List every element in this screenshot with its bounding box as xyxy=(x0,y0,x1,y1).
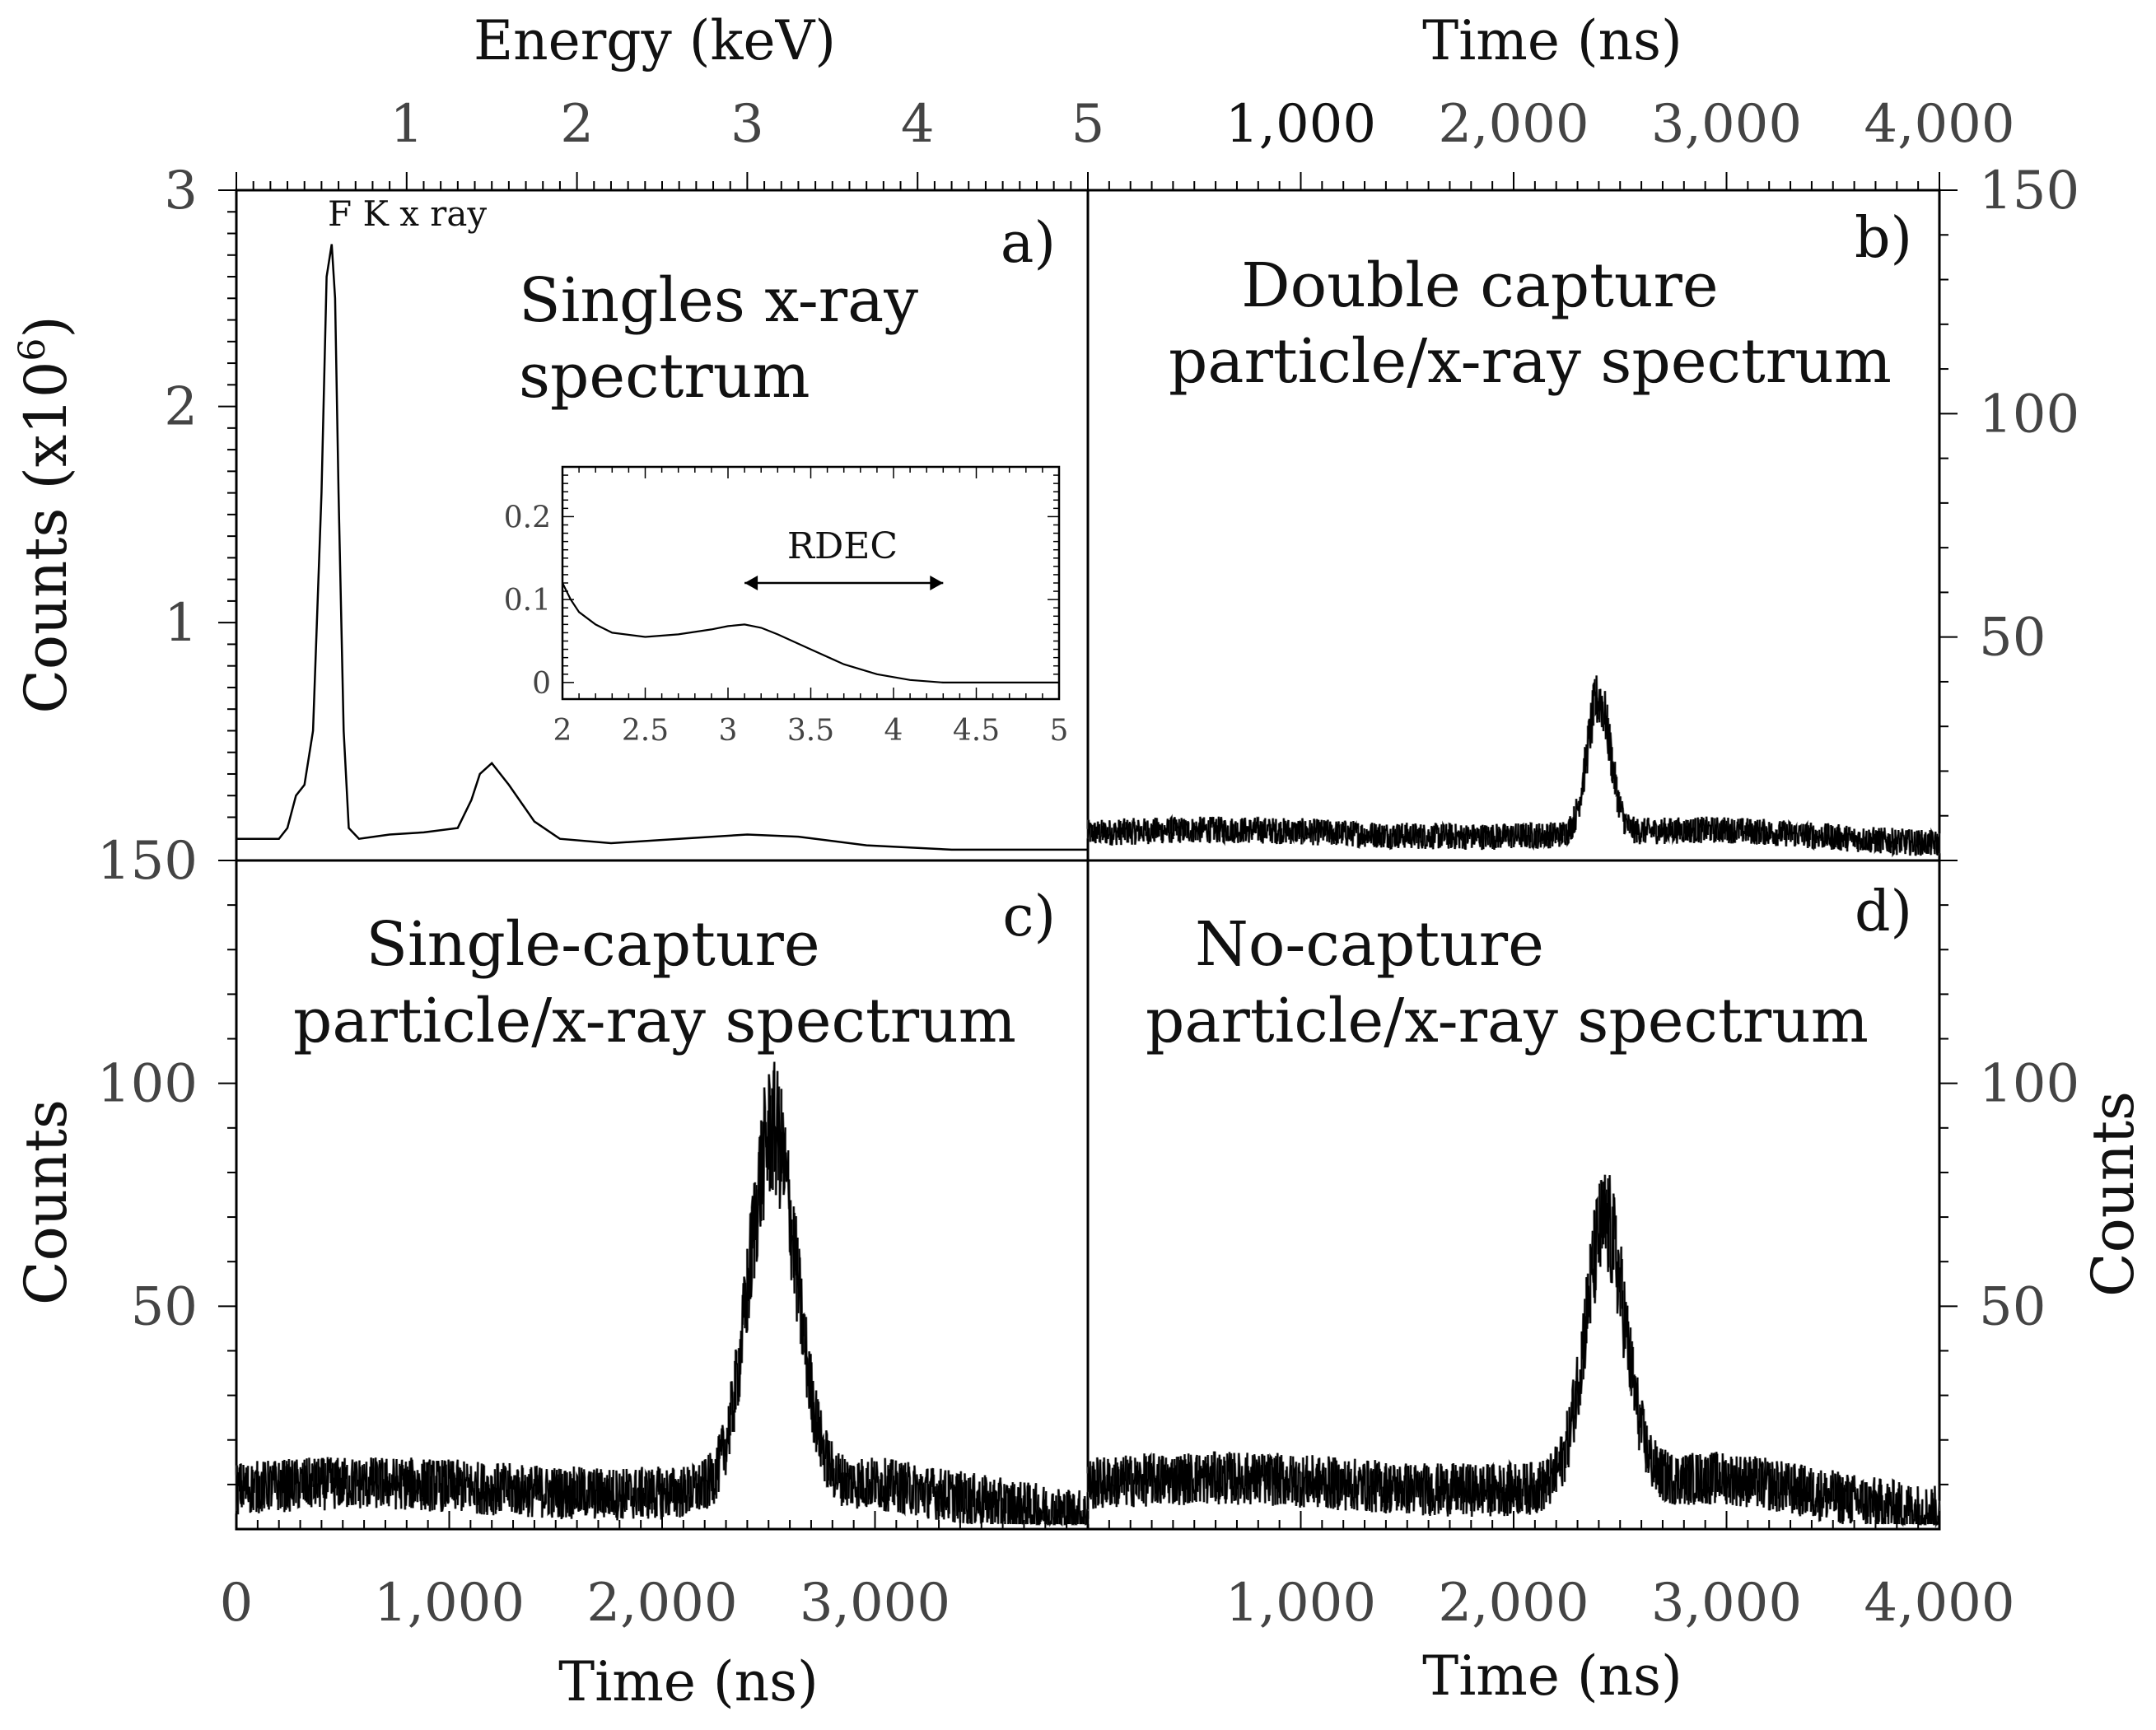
left-axis-bottom-label: Counts xyxy=(12,1099,80,1305)
inset-y-tick-label: 0 xyxy=(532,667,551,701)
time-top-tick-label: 4,000 xyxy=(1864,94,2014,155)
inset-y-tick-label: 0.1 xyxy=(504,584,551,618)
right-count-tick-label: 150 xyxy=(1979,161,2079,221)
panel-d-title-line1: No-capture xyxy=(1195,909,1544,980)
inset-x-tick-label: 2 xyxy=(553,714,572,748)
singles-xray-curve xyxy=(236,244,1088,851)
counts-tick-label: 3 xyxy=(164,161,198,221)
single-capture-series xyxy=(236,1061,1089,1526)
energy-tick-label: 3 xyxy=(730,94,764,155)
panel-a-title-line1: Singles x-ray xyxy=(519,265,918,336)
time-top-tick-label: 3,000 xyxy=(1651,94,1802,155)
rdec-inset-curve xyxy=(562,582,1059,683)
single-capture-series-gray xyxy=(235,1061,1090,1527)
rdec-arrow-head-right xyxy=(930,576,944,590)
panel-b-label: b) xyxy=(1855,206,1912,271)
right-count-tick-label: 100 xyxy=(1979,1054,2079,1115)
right-count-tick-label: 100 xyxy=(1979,384,2079,445)
energy-tick-label: 2 xyxy=(560,94,594,155)
inset-x-tick-label: 4.5 xyxy=(953,714,1000,748)
panel-d-label: d) xyxy=(1855,879,1912,944)
panel-d xyxy=(1086,1174,1941,1529)
right-axis-label: Counts xyxy=(2079,1091,2147,1297)
rdec-arrow-head-left xyxy=(744,576,758,590)
time-bottom-tick-label: 3,000 xyxy=(800,1573,950,1634)
panel-c-title-line1: Single-capture xyxy=(366,909,819,980)
time-bottom-tick-label: 1,000 xyxy=(1225,1573,1376,1634)
inset-x-tick-label: 2.5 xyxy=(622,714,669,748)
panel-d-title-line2: particle/x-ray spectrum xyxy=(1146,986,1869,1056)
time-bottom-tick-label: 2,000 xyxy=(1438,1573,1589,1634)
top-axis-left-label: Energy (keV) xyxy=(474,9,836,72)
right-count-tick-label: 50 xyxy=(1979,608,2046,669)
time-bottom-tick-label: 1,000 xyxy=(374,1573,525,1634)
inset-x-tick-label: 5 xyxy=(1050,714,1069,748)
panel-b-title-line1: Double capture xyxy=(1241,250,1718,321)
inset-x-tick-label: 3 xyxy=(719,714,738,748)
inset-x-tick-label: 4 xyxy=(884,714,903,748)
time-bottom-tick-label: 4,000 xyxy=(1864,1573,2014,1634)
panel-c-label: c) xyxy=(1002,884,1056,949)
panel-c xyxy=(235,1061,1090,1527)
rdec-annotation: RDEC xyxy=(787,525,898,567)
panel-a-label: a) xyxy=(1001,211,1056,276)
time-top-tick-label: 1,000 xyxy=(1225,94,1376,155)
panel-b-title-line2: particle/x-ray spectrum xyxy=(1169,326,1892,397)
left-count-tick-label: 50 xyxy=(131,1276,198,1337)
bottom-axis-left-label: Time (ns) xyxy=(558,1650,819,1714)
inset-y-tick-label: 0.2 xyxy=(504,501,551,534)
f-k-xray-annotation: F K x ray xyxy=(328,194,487,234)
time-bottom-tick-label: 2,000 xyxy=(586,1573,737,1634)
axis-ticks: 1 2 3 4 5 1 2 3 1,000 2,000 3,000 4,000 0 1,000 2,000 3… xyxy=(97,94,2079,1634)
right-count-tick-label: 50 xyxy=(1979,1276,2046,1337)
energy-tick-label: 1 xyxy=(390,94,423,155)
panel-a-title-line2: spectrum xyxy=(519,341,810,412)
left-axis-top-label: Counts (x106) xyxy=(12,315,80,713)
counts-tick-label: 1 xyxy=(164,593,198,654)
inset-x-tick-label: 3.5 xyxy=(787,714,834,748)
panel-b xyxy=(1086,675,1941,858)
bottom-axis-right-label: Time (ns) xyxy=(1422,1644,1682,1708)
left-count-tick-label: 100 xyxy=(97,1054,198,1115)
counts-tick-label: 2 xyxy=(164,377,198,438)
panel-a: 2 2.5 3 3.5 4 4.5 5 0 0.1 0.2 xyxy=(236,244,1088,851)
left-count-tick-label: 150 xyxy=(97,831,198,892)
double-capture-series xyxy=(1087,675,1940,856)
energy-tick-label: 4 xyxy=(901,94,935,155)
time-bottom-tick-label: 3,000 xyxy=(1651,1573,1802,1634)
time-bottom-tick-label: 0 xyxy=(220,1573,254,1634)
top-axis-right-label: Time (ns) xyxy=(1422,9,1682,72)
no-capture-series xyxy=(1087,1174,1940,1527)
time-top-tick-label: 2,000 xyxy=(1438,94,1589,155)
energy-tick-label: 5 xyxy=(1071,94,1105,155)
panel-c-title-line2: particle/x-ray spectrum xyxy=(293,986,1016,1056)
